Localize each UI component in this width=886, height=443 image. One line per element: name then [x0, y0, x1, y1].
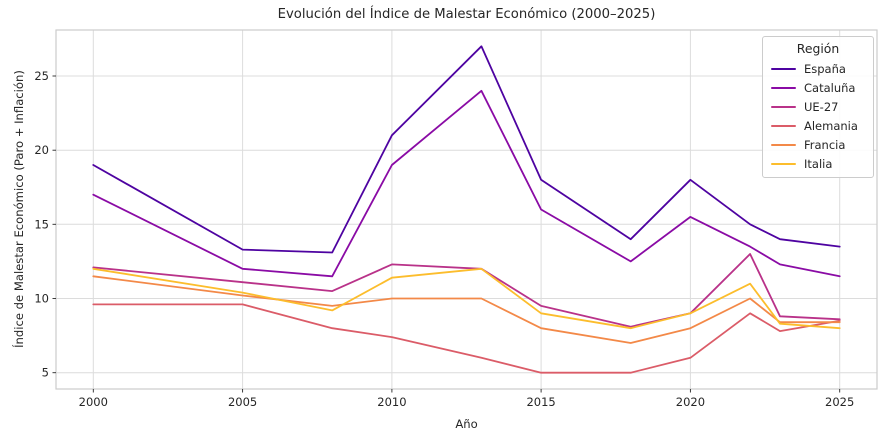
legend-item-italia: Italia: [763, 154, 873, 173]
legend-line-swatch: [771, 162, 796, 165]
y-axis-label: Índice de Malestar Económico (Paro + Inf…: [12, 70, 26, 348]
legend-line-swatch: [771, 67, 796, 70]
legend-line-swatch: [771, 124, 796, 127]
legend-line-swatch: [771, 105, 796, 108]
y-tick-label: 20: [34, 143, 49, 157]
y-tick-label: 15: [34, 217, 49, 231]
x-tick-label: 2015: [526, 395, 555, 409]
legend-label: Italia: [804, 156, 833, 171]
series-line-espana: [92, 45, 841, 254]
legend-line-swatch: [771, 86, 796, 89]
legend-item-francia: Francia: [763, 135, 873, 154]
y-tick-label: 10: [34, 292, 49, 306]
series-line-italia: [92, 267, 841, 330]
x-axis-label: Año: [455, 417, 478, 431]
legend-item-alemania: Alemania: [763, 116, 873, 135]
x-tick-label: 2000: [79, 395, 108, 409]
legend-label: UE-27: [804, 99, 839, 114]
legend-line-swatch: [771, 143, 796, 146]
x-tick-label: 2005: [228, 395, 257, 409]
series-line-alemania: [92, 303, 841, 374]
legend-label: Cataluña: [804, 80, 856, 95]
legend-title: Región: [796, 41, 840, 56]
legend-label: Francia: [804, 137, 846, 152]
legend-label: Alemania: [804, 118, 858, 133]
legend-item-espana: España: [763, 59, 873, 78]
chart-title: Evolución del Índice de Malestar Económi…: [277, 7, 656, 22]
series-line-francia: [92, 275, 841, 344]
y-tick-label: 5: [42, 366, 49, 380]
x-tick-label: 2025: [825, 395, 854, 409]
legend-label: España: [804, 61, 846, 76]
legend: Región España Cataluña UE-27 Alemania Franci…: [762, 36, 874, 178]
series-line-ue-27: [92, 253, 841, 328]
legend-item-cataluna: Cataluña: [763, 78, 873, 97]
y-tick-label: 25: [34, 69, 49, 83]
axes-frame: [55, 29, 878, 390]
x-tick-label: 2020: [676, 395, 705, 409]
x-tick-label: 2010: [377, 395, 406, 409]
series-line-cataluna: [92, 89, 841, 278]
legend-item-ue-27: UE-27: [763, 97, 873, 116]
